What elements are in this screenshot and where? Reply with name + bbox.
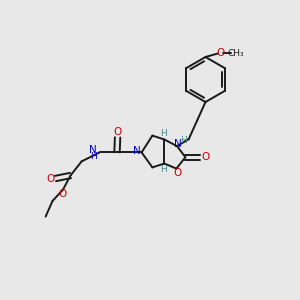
Text: O: O [58, 189, 67, 199]
Text: O: O [173, 167, 182, 178]
Text: O: O [216, 48, 225, 58]
Text: H: H [160, 165, 167, 174]
Text: N: N [89, 145, 97, 155]
Text: CH₃: CH₃ [228, 49, 244, 58]
Text: O: O [46, 173, 54, 184]
Text: H: H [160, 129, 167, 138]
Text: O: O [201, 152, 209, 162]
Text: H: H [90, 152, 97, 161]
Text: H: H [180, 136, 187, 145]
Text: N: N [174, 139, 182, 149]
Text: N: N [133, 146, 141, 157]
Text: O: O [113, 127, 122, 137]
